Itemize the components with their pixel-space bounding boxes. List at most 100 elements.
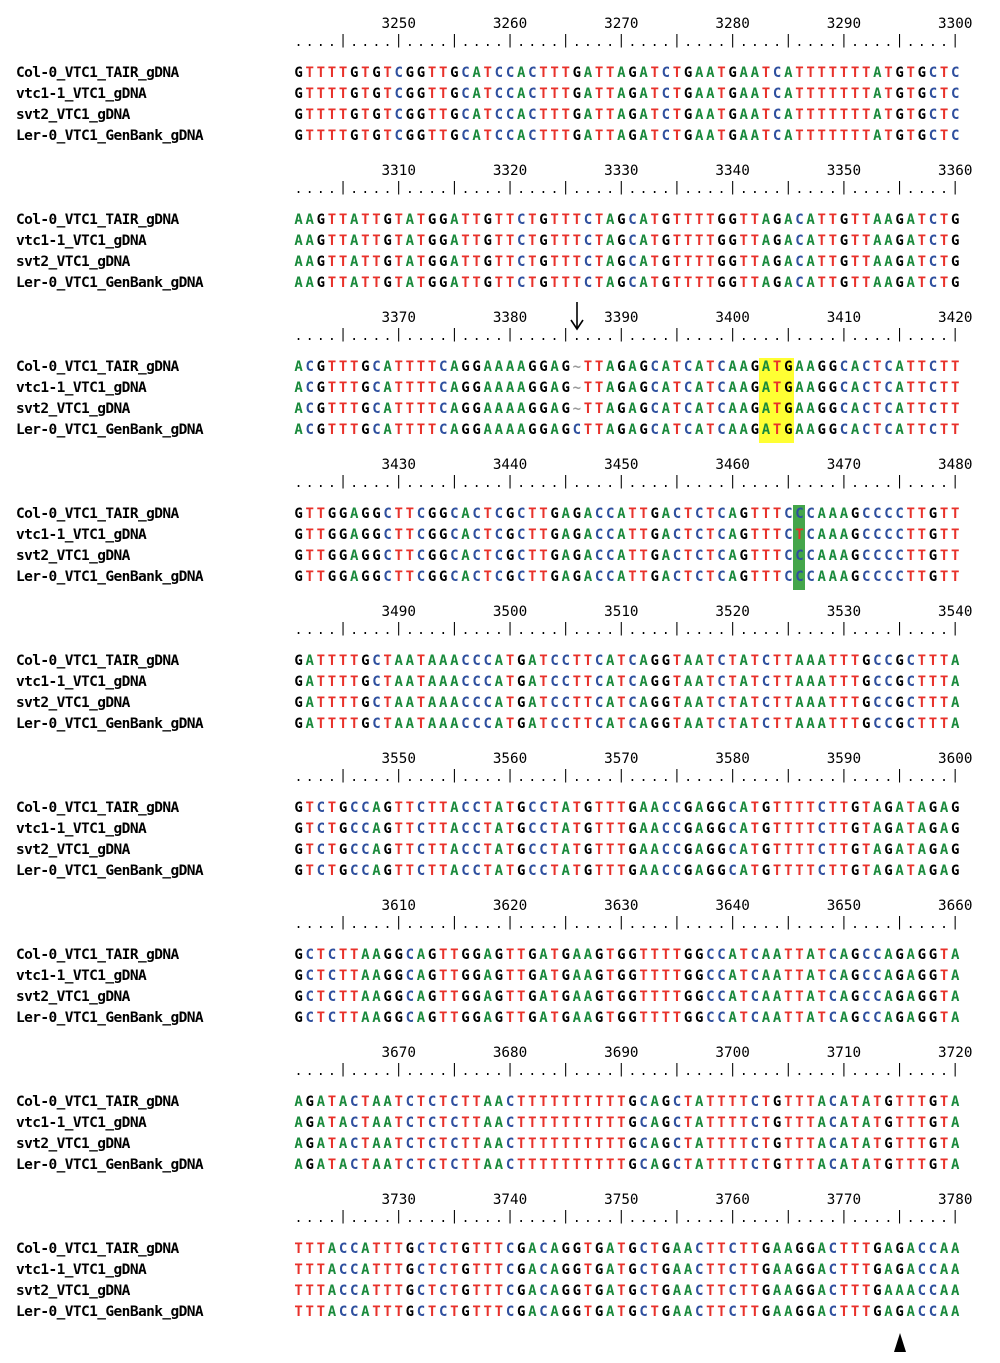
base: T (461, 1094, 470, 1110)
base: C (873, 1010, 882, 1026)
base: T (583, 1241, 593, 1257)
base: T (305, 1304, 314, 1320)
base: C (928, 1241, 938, 1257)
sequence-name: vtc1-1_VTC1_gDNA (16, 821, 147, 837)
base: T (461, 275, 470, 291)
base: T (717, 65, 726, 81)
base: A (617, 569, 626, 585)
base: G (338, 821, 348, 837)
base: G (472, 359, 481, 375)
base: T (305, 107, 314, 123)
base: C (650, 380, 659, 396)
base: C (806, 527, 815, 543)
base: T (784, 1094, 793, 1110)
base: G (316, 254, 326, 270)
sequence-name: Ler-0_VTC1_GenBank_gDNA (16, 1010, 204, 1026)
sequence-name: Ler-0_VTC1_GenBank_gDNA (16, 863, 204, 879)
base: T (505, 695, 515, 711)
base: C (784, 527, 793, 543)
base: A (605, 1241, 615, 1257)
base: A (305, 653, 314, 669)
base: A (294, 1094, 303, 1110)
base: C (784, 569, 793, 585)
base: T (850, 128, 860, 144)
base: T (605, 1136, 615, 1152)
base: T (939, 653, 949, 669)
base: T (650, 947, 659, 963)
base: C (873, 674, 882, 690)
base: C (839, 380, 849, 396)
base: A (605, 380, 615, 396)
base: G (349, 86, 359, 102)
base: T (439, 1136, 448, 1152)
base: A (750, 86, 760, 102)
base: A (917, 821, 927, 837)
base: A (561, 527, 570, 543)
base: G (661, 1283, 671, 1299)
base: T (416, 1115, 426, 1131)
base: T (873, 359, 882, 375)
base: T (617, 653, 626, 669)
base: T (539, 695, 548, 711)
base: G (628, 1010, 637, 1026)
base: A (728, 380, 737, 396)
base: A (650, 800, 659, 816)
base: G (461, 1010, 470, 1026)
base: T (861, 86, 871, 102)
base: A (817, 527, 826, 543)
base: T (361, 107, 370, 123)
base: C (594, 716, 604, 732)
base: T (850, 107, 860, 123)
base: G (361, 695, 370, 711)
base: T (294, 1304, 303, 1320)
base: T (772, 569, 782, 585)
base: G (338, 842, 348, 858)
base: C (305, 968, 314, 984)
base: A (605, 422, 615, 438)
base: T (472, 212, 481, 228)
base: C (750, 989, 760, 1005)
base: T (361, 1136, 370, 1152)
base: G (572, 548, 582, 564)
base: T (550, 1157, 559, 1173)
base: G (617, 947, 626, 963)
base: T (739, 1283, 748, 1299)
base: C (327, 947, 337, 963)
base: A (639, 107, 648, 123)
base: C (539, 821, 548, 837)
base: G (828, 422, 838, 438)
base: T (795, 947, 804, 963)
base: C (472, 506, 481, 522)
base: G (405, 65, 415, 81)
base: C (717, 401, 726, 417)
base: T (605, 1115, 615, 1131)
base: G (895, 233, 904, 249)
base: A (617, 65, 626, 81)
base: G (372, 548, 381, 564)
base: C (884, 674, 893, 690)
base: C (873, 548, 882, 564)
base: T (338, 254, 348, 270)
base: G (850, 506, 860, 522)
base: A (806, 212, 815, 228)
base: A (695, 800, 704, 816)
base: A (939, 863, 949, 879)
base: A (784, 1241, 793, 1257)
base: T (861, 800, 871, 816)
base: C (561, 653, 570, 669)
base: G (850, 863, 860, 879)
base: G (516, 1241, 526, 1257)
base: C (750, 947, 760, 963)
base: T (450, 1262, 459, 1278)
base: C (561, 674, 570, 690)
base: A (483, 401, 492, 417)
base: G (850, 842, 860, 858)
base: G (951, 233, 960, 249)
base: T (450, 1304, 459, 1320)
base: G (561, 359, 570, 375)
base: G (427, 212, 437, 228)
base: T (416, 1094, 426, 1110)
base: A (695, 716, 704, 732)
